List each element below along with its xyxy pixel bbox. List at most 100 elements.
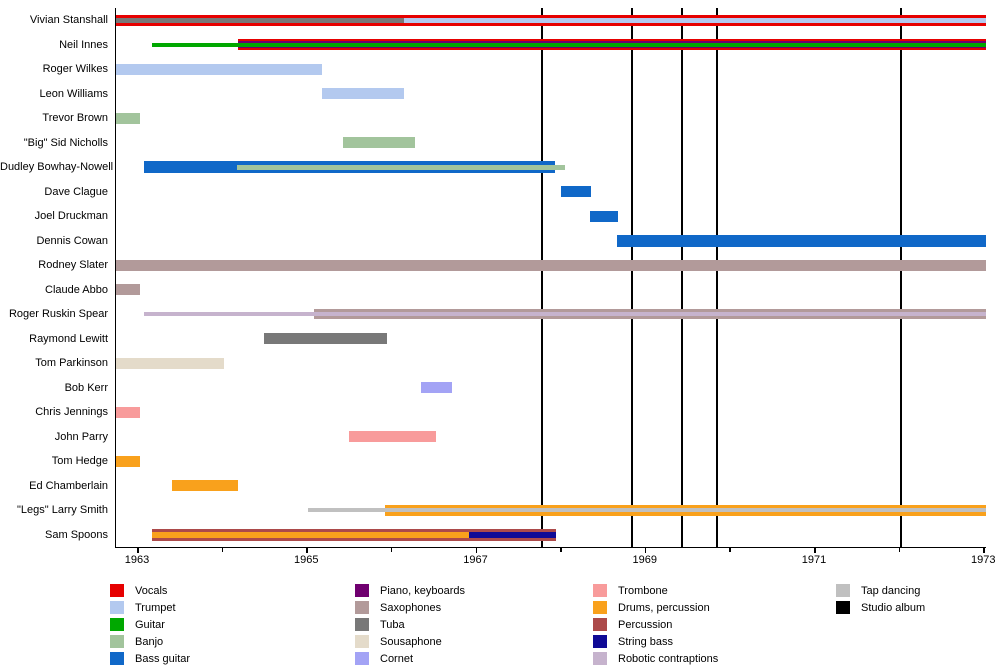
legend-label: Drums, percussion: [618, 601, 710, 614]
member-label: Vivian Stanshall: [29, 14, 108, 27]
bar-banjo: [237, 164, 565, 170]
legend-column: Trombone Drums, percussion Percussion Strin…: [593, 582, 718, 667]
member-row: [116, 8, 986, 33]
legend-swatch-trumpet: [110, 601, 124, 614]
member-label: Trevor Brown: [42, 112, 108, 125]
bar-trumpet: [321, 88, 404, 100]
member-label: Rodney Slater: [38, 259, 108, 272]
member-label: Leon Williams: [39, 87, 108, 100]
bar-tap_dancing: [308, 508, 986, 513]
legend-item-tuba: Tuba: [355, 616, 465, 633]
legend-label: Tap dancing: [861, 584, 921, 597]
legend-item-sousaphone: Sousaphone: [355, 633, 465, 650]
legend-label: Tuba: [380, 618, 405, 631]
bar-bass_guitar: [561, 186, 591, 198]
legend-item-studio_album: Studio album: [836, 599, 925, 616]
legend-swatch-studio_album: [836, 601, 850, 614]
axis-tick: [729, 548, 731, 552]
bar-trombone: [348, 431, 436, 443]
member-label: Raymond Lewitt: [29, 332, 108, 345]
legend-label: Sousaphone: [380, 635, 442, 648]
legend-swatch-banjo: [110, 635, 124, 648]
member-row: [116, 400, 986, 425]
legend-item-tap_dancing: Tap dancing: [836, 582, 925, 599]
axis-tick: [814, 548, 816, 553]
legend-item-trombone: Trombone: [593, 582, 718, 599]
bar-guitar: [152, 42, 986, 47]
legend-swatch-cornet: [355, 652, 369, 665]
legend-swatch-drums_percussion: [593, 601, 607, 614]
legend-swatch-bass_guitar: [110, 652, 124, 665]
legend-swatch-guitar: [110, 618, 124, 631]
axis-tick: [221, 548, 224, 552]
legend-label: Guitar: [135, 618, 165, 631]
member-row: [116, 376, 986, 401]
bar-tuba: [264, 333, 387, 345]
member-row: [116, 278, 986, 303]
axis-tick: [475, 548, 478, 553]
axis-tick-label: 1967: [463, 554, 488, 566]
legend-item-cornet: Cornet: [355, 650, 465, 667]
member-row: [116, 425, 986, 450]
legend-label: Bass guitar: [135, 652, 191, 665]
member-label: Roger Ruskin Spear: [8, 308, 108, 321]
legend-swatch-saxophones: [355, 601, 369, 614]
bar-trumpet: [116, 63, 323, 75]
legend-label: Cornet: [380, 652, 414, 665]
member-row: [116, 351, 986, 376]
legend-item-guitar: Guitar: [110, 616, 190, 633]
legend-swatch-string_bass: [593, 635, 607, 648]
bar-string_bass: [468, 531, 557, 538]
member-label: Ed Chamberlain: [29, 479, 108, 492]
axis-tick: [983, 548, 985, 553]
member-row: [116, 449, 986, 474]
axis-tick-label: 1965: [294, 554, 319, 566]
member-label: "Legs" Larry Smith: [17, 504, 108, 517]
studio-album-lines-layer: [116, 8, 986, 547]
legend-label: Saxophones: [380, 601, 442, 614]
axis-tick-label: 1969: [632, 554, 658, 566]
member-label: Sam Spoons: [45, 528, 108, 541]
bar-cornet: [420, 382, 452, 394]
legend-swatch-trombone: [593, 584, 607, 597]
legend-item-robotic_contraptions: Robotic contraptions: [593, 650, 718, 667]
legend-item-vocals: Vocals: [110, 582, 190, 599]
legend-label: Banjo: [135, 635, 164, 648]
member-row: [116, 229, 986, 254]
legend-item-saxophones: Saxophones: [355, 599, 465, 616]
axis-tick: [390, 548, 393, 552]
axis-tick: [137, 548, 139, 553]
legend-column: Tap dancing Studio album: [836, 582, 925, 616]
bar-bass_guitar: [617, 234, 986, 247]
legend-item-string_bass: String bass: [593, 633, 718, 650]
studio-album-line: [631, 8, 634, 547]
axis-tick-label: 1963: [124, 554, 150, 566]
plot-area: [115, 8, 986, 548]
studio-album-line: [681, 8, 684, 547]
legend-label: String bass: [618, 635, 674, 648]
bar-saxophones: [116, 259, 986, 271]
bar-drums_percussion: [116, 455, 140, 467]
bar-sousaphone: [116, 357, 225, 369]
legend-label: Robotic contraptions: [618, 652, 719, 665]
x-axis: 1963 1965 1967 1969 1971 1973: [115, 547, 996, 569]
member-row: [116, 302, 986, 327]
legend-label: Studio album: [861, 601, 926, 614]
legend-swatch-vocals: [110, 584, 124, 597]
bar-banjo: [342, 137, 415, 149]
member-row: [116, 57, 986, 82]
legend-label: Percussion: [618, 618, 673, 631]
studio-album-line: [900, 8, 903, 547]
member-label: "Big" Sid Nicholls: [23, 136, 108, 149]
axis-tick-label: 1973: [971, 554, 996, 566]
legend-item-banjo: Banjo: [110, 633, 190, 650]
member-row: [116, 33, 986, 58]
bar-bass_guitar: [589, 210, 618, 222]
member-label: Joel Druckman: [34, 210, 108, 223]
bar-drums_percussion: [151, 531, 469, 538]
member-label: Neil Innes: [59, 38, 108, 51]
legend-swatch-robotic_contraptions: [593, 652, 607, 665]
legend: Vocals Trumpet Guitar Banjo Bass guitar Piano…: [0, 582, 1000, 670]
member-rows-layer: [116, 8, 986, 547]
axis-tick: [644, 548, 647, 553]
